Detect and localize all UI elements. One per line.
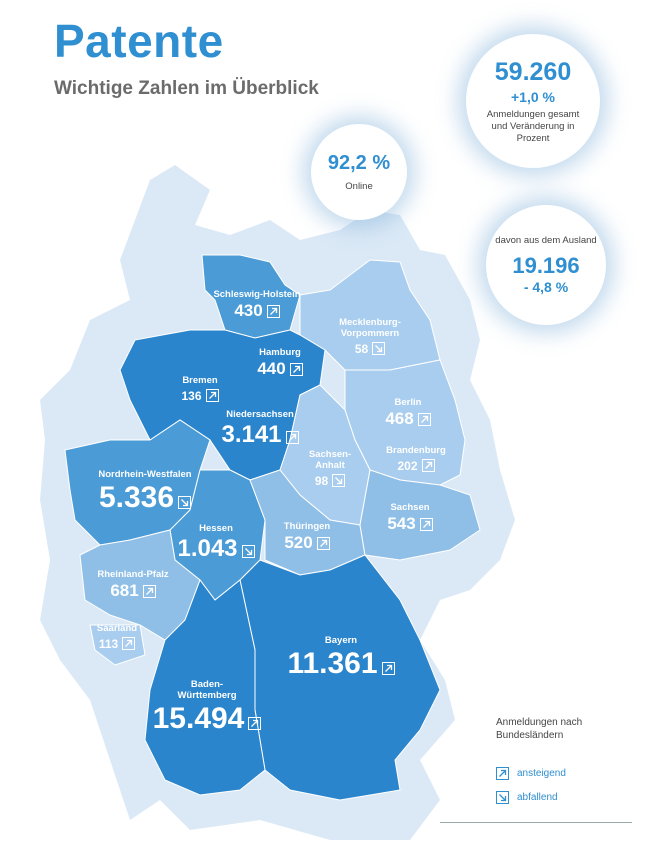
state-name: Mecklenburg-Vorpommern bbox=[339, 317, 401, 339]
state-value: 520 bbox=[284, 532, 313, 552]
state-name: Berlin bbox=[394, 397, 422, 408]
region-saarland bbox=[89, 624, 146, 666]
trend-up-icon bbox=[266, 305, 280, 319]
state-value: 468 bbox=[385, 408, 414, 428]
state-name: Sachsen bbox=[390, 502, 430, 513]
state-value: 58 bbox=[354, 341, 369, 356]
total-note: Anmeldungen gesamt und Veränderung in Pr… bbox=[486, 108, 580, 144]
trend-up-icon bbox=[289, 363, 303, 377]
state-name: Hessen bbox=[199, 523, 233, 534]
trend-down-icon bbox=[332, 474, 346, 488]
page-subtitle: Wichtige Zahlen im Überblick bbox=[54, 78, 319, 99]
trend-up-icon bbox=[248, 717, 262, 731]
legend-down: abfallend bbox=[496, 791, 558, 804]
total-change: +1,0 % bbox=[511, 88, 555, 105]
state-value: 5.336 bbox=[98, 480, 175, 514]
state-value: 440 bbox=[257, 358, 286, 378]
label-baden-wuerttemberg: Baden-Württemberg 15.494 bbox=[142, 679, 272, 736]
state-name: Nordrhein-Westfalen bbox=[98, 469, 192, 480]
legend-down-label: abfallend bbox=[517, 792, 558, 803]
online-note: Online bbox=[345, 181, 373, 192]
state-name: Thüringen bbox=[283, 521, 331, 532]
state-name: Schleswig-Holstein bbox=[213, 289, 301, 300]
label-saarland: Saarland 113 bbox=[88, 623, 146, 653]
trend-up-icon bbox=[285, 431, 299, 445]
trend-up-icon bbox=[421, 459, 435, 473]
label-brandenburg: Brandenburg 202 bbox=[380, 445, 452, 475]
label-berlin: Berlin 468 bbox=[378, 397, 438, 429]
state-value: 430 bbox=[234, 300, 263, 320]
state-value: 202 bbox=[397, 458, 418, 473]
online-bubble: 92,2 % Online bbox=[311, 124, 407, 220]
trend-down-icon bbox=[241, 545, 255, 559]
label-bayern: Bayern 11.361 bbox=[276, 635, 406, 681]
label-bremen: Bremen 136 bbox=[170, 375, 230, 405]
state-name: Bremen bbox=[182, 375, 218, 386]
trend-up-icon bbox=[316, 537, 330, 551]
label-hessen: Hessen 1.043 bbox=[168, 523, 264, 563]
label-hamburg: Hamburg 440 bbox=[240, 347, 320, 379]
trend-up-icon bbox=[417, 413, 431, 427]
label-nordrhein-westfalen: Nordrhein-Westfalen 5.336 bbox=[80, 469, 210, 515]
legend-title: Anmeldungen nach Bundesländern bbox=[496, 717, 583, 741]
state-name: Baden-Württemberg bbox=[177, 679, 237, 701]
foreign-value: 19.196 bbox=[512, 253, 580, 278]
state-name: Bayern bbox=[324, 635, 358, 646]
online-value: 92,2 % bbox=[327, 152, 391, 174]
legend-up-label: ansteigend bbox=[517, 768, 566, 779]
trend-down-icon bbox=[372, 342, 386, 356]
foreign-bubble: davon aus dem Ausland 19.196 - 4,8 % bbox=[486, 205, 606, 325]
legend-divider bbox=[440, 822, 632, 823]
state-name: Rheinland-Pfalz bbox=[97, 569, 169, 580]
trend-up-icon bbox=[419, 518, 433, 532]
trend-up-icon bbox=[381, 662, 395, 676]
region-baden-wuerttemberg bbox=[144, 578, 266, 796]
label-rheinland-pfalz: Rheinland-Pfalz 681 bbox=[86, 569, 180, 601]
state-name: Niedersachsen bbox=[226, 409, 294, 420]
trend-up-icon bbox=[142, 585, 156, 599]
state-value: 681 bbox=[110, 580, 139, 600]
trend-down-icon bbox=[178, 496, 192, 510]
state-name: Hamburg bbox=[259, 347, 301, 358]
region-sachsen bbox=[359, 469, 481, 561]
state-value: 11.361 bbox=[287, 646, 378, 680]
state-value: 1.043 bbox=[177, 534, 238, 562]
state-name: Brandenburg bbox=[386, 445, 446, 456]
state-name: Saarland bbox=[96, 623, 138, 634]
state-name: Sachsen-Anhalt bbox=[308, 449, 352, 471]
foreign-note: davon aus dem Ausland bbox=[495, 235, 597, 246]
state-value: 136 bbox=[181, 388, 202, 403]
legend-up: ansteigend bbox=[496, 767, 566, 780]
state-value: 113 bbox=[98, 636, 119, 651]
label-sachsen: Sachsen 543 bbox=[375, 502, 445, 534]
label-schleswig-holstein: Schleswig-Holstein 430 bbox=[212, 289, 302, 321]
page-title: Patente bbox=[54, 15, 224, 67]
trend-up-icon bbox=[496, 767, 509, 780]
trend-up-icon bbox=[122, 637, 136, 651]
state-value: 15.494 bbox=[152, 701, 245, 735]
foreign-change: - 4,8 % bbox=[523, 279, 569, 295]
state-value: 543 bbox=[387, 513, 416, 533]
total-applications-bubble: 59.260 +1,0 % Anmeldungen gesamt und Ver… bbox=[466, 34, 600, 168]
state-value: 3.141 bbox=[221, 420, 282, 448]
trend-down-icon bbox=[496, 791, 509, 804]
state-value: 98 bbox=[314, 473, 329, 488]
label-sachsen-anhalt: Sachsen-Anhalt 98 bbox=[298, 449, 362, 490]
label-thueringen: Thüringen 520 bbox=[272, 521, 342, 553]
trend-up-icon bbox=[205, 389, 219, 403]
label-niedersachsen: Niedersachsen 3.141 bbox=[210, 409, 310, 449]
label-mecklenburg-vorpommern: Mecklenburg-Vorpommern 58 bbox=[328, 317, 412, 358]
total-value: 59.260 bbox=[494, 57, 572, 86]
